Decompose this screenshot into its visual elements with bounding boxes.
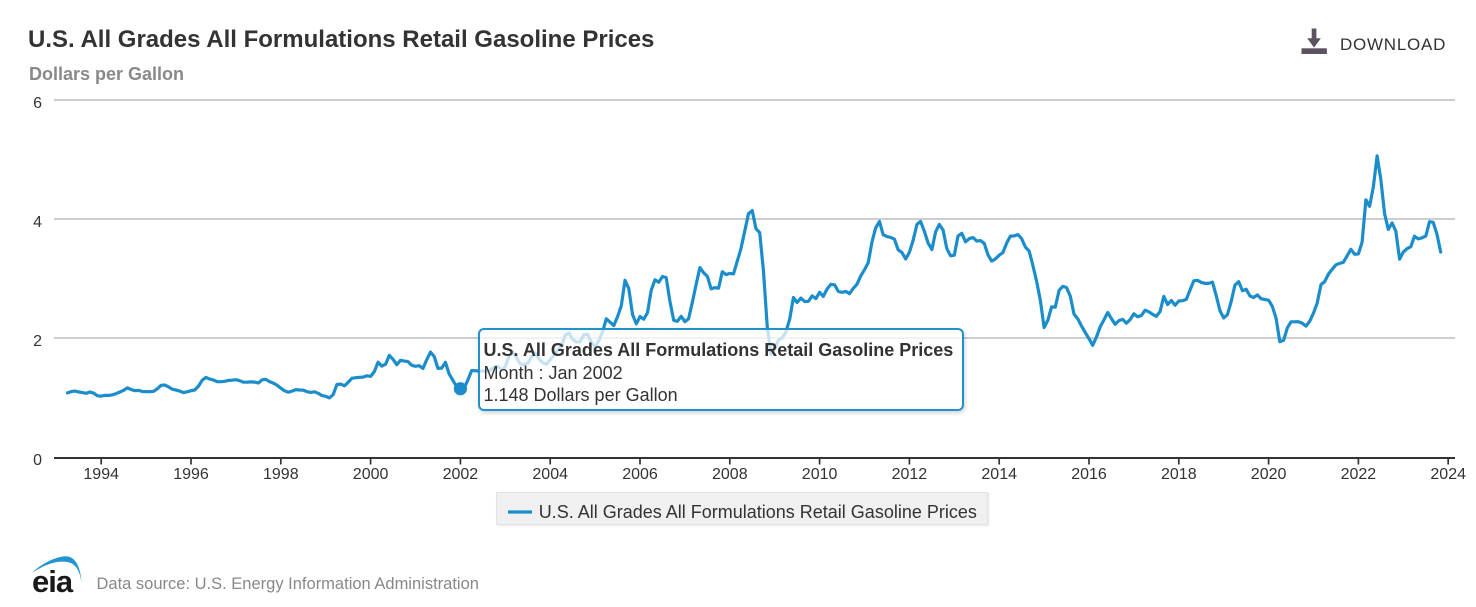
svg-text:2004: 2004 (532, 466, 568, 483)
svg-text:2016: 2016 (1071, 466, 1107, 483)
svg-text:eia: eia (32, 564, 74, 599)
svg-text:2024: 2024 (1430, 466, 1466, 483)
svg-text:2000: 2000 (353, 466, 389, 483)
svg-text:2006: 2006 (622, 466, 658, 483)
svg-text:2012: 2012 (892, 466, 928, 483)
svg-text:2008: 2008 (712, 466, 748, 483)
svg-text:2018: 2018 (1161, 466, 1197, 483)
svg-text:2020: 2020 (1251, 466, 1287, 483)
svg-text:2022: 2022 (1341, 466, 1377, 483)
svg-text:1998: 1998 (263, 466, 299, 483)
svg-text:4: 4 (33, 214, 42, 231)
svg-text:2010: 2010 (802, 466, 838, 483)
svg-text:0: 0 (33, 452, 42, 469)
svg-text:1994: 1994 (83, 466, 119, 483)
svg-text:2: 2 (33, 333, 42, 350)
svg-text:6: 6 (33, 95, 42, 112)
svg-text:1996: 1996 (173, 466, 209, 483)
svg-text:2014: 2014 (981, 466, 1017, 483)
svg-text:2002: 2002 (443, 466, 479, 483)
